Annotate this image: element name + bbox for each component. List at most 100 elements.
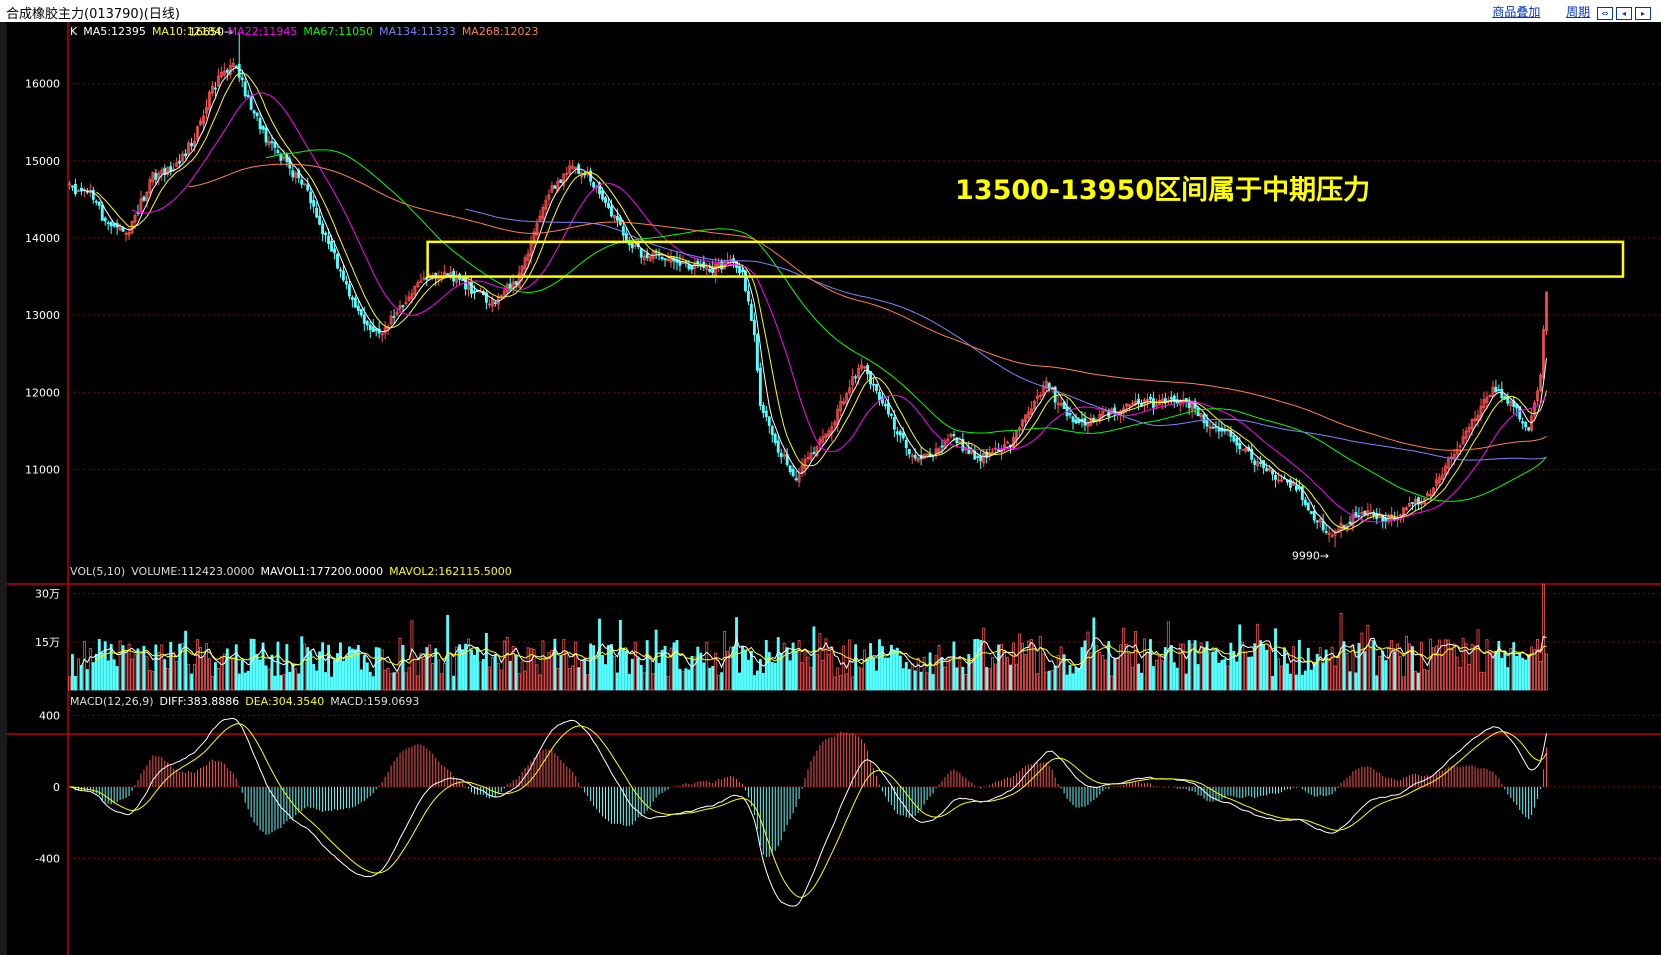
candle-body: [255, 112, 259, 117]
candle-body: [252, 110, 256, 114]
volume-bar: [878, 639, 881, 691]
candle-body: [166, 167, 170, 175]
volume-bar: [1026, 640, 1030, 691]
volume-bar: [988, 668, 992, 691]
volume-bar: [455, 646, 459, 691]
volume-bar: [267, 668, 271, 691]
volume-bar: [758, 659, 762, 691]
volume-bar: [1235, 661, 1239, 691]
volume-bar: [883, 657, 887, 691]
candle-body: [318, 215, 322, 225]
volume-bar: [657, 663, 661, 691]
volume-bar: [1399, 656, 1403, 691]
volume-bar: [172, 651, 176, 691]
volume-bar: [508, 660, 512, 691]
volume-bar: [1437, 639, 1441, 691]
commodity-overlay-link[interactable]: 商品叠加: [1492, 5, 1541, 19]
legend-item: DIFF:383.8886: [160, 695, 240, 708]
next-icon[interactable]: ▸: [1635, 7, 1651, 20]
candle-body: [1327, 532, 1331, 535]
candle-body: [1149, 396, 1152, 400]
candle-body: [818, 438, 822, 445]
volume-bar: [863, 649, 867, 691]
volume-bar: [1071, 673, 1075, 691]
volume-bar: [1530, 646, 1534, 691]
volume-bar: [193, 663, 197, 691]
macd-lines: [69, 717, 1547, 907]
candle-body: [350, 297, 354, 300]
candle-body: [184, 153, 188, 157]
volume-bar: [82, 640, 86, 691]
volume-bar: [592, 645, 596, 691]
volume-bar: [1318, 647, 1322, 691]
volume-bar: [854, 644, 858, 691]
period-link[interactable]: 周期: [1566, 5, 1591, 19]
volume-bar: [958, 657, 962, 691]
left-scroll-strip[interactable]: [0, 22, 7, 955]
candle-body: [889, 413, 893, 416]
candle-body: [648, 256, 652, 261]
volume-bar: [720, 672, 724, 691]
candle-body: [118, 225, 122, 231]
candle-body: [749, 303, 753, 321]
candle-body: [359, 308, 363, 316]
candle-body: [210, 85, 214, 94]
volume-bar: [1140, 672, 1143, 691]
candle-body: [1521, 421, 1525, 424]
candle-body: [1306, 502, 1310, 511]
stock-chart[interactable]: 11000 12000 13000 14000 15000 16000 15万 30万 -400…: [0, 22, 1661, 955]
price-tick-label: 13000: [25, 309, 60, 322]
volume-bar: [1056, 655, 1060, 691]
volume-bar: [196, 639, 199, 691]
volume-bar: [294, 668, 298, 691]
volume-bar: [368, 671, 372, 691]
candle-body: [106, 222, 110, 225]
candle-body: [264, 127, 268, 143]
volume-bar: [416, 675, 420, 691]
candle-body: [1458, 445, 1462, 448]
legend-item: MA268:12023: [462, 25, 539, 38]
candle-body: [1446, 459, 1450, 469]
volume-bar: [881, 646, 884, 691]
candle-body: [1411, 502, 1414, 504]
volume-bar: [505, 637, 509, 691]
candle-body: [1360, 511, 1364, 515]
volume-bar: [74, 676, 77, 691]
candle-body: [1357, 515, 1361, 517]
volume-bar: [282, 674, 286, 691]
volume-bar: [449, 654, 453, 691]
candle-body: [514, 281, 518, 285]
candlesticks: [68, 33, 1548, 548]
candle-body: [339, 269, 342, 272]
volume-bar: [1154, 659, 1158, 691]
volume-bar: [1068, 664, 1072, 691]
candle-body: [208, 91, 211, 110]
legend-item: K: [70, 25, 78, 38]
volume-bar: [1181, 643, 1185, 691]
prev-icon[interactable]: ◂: [1616, 7, 1632, 20]
restore-icon[interactable]: ⇔: [1597, 7, 1613, 20]
volume-bar: [580, 659, 584, 691]
candle-body: [205, 107, 208, 114]
volume-bar: [1247, 656, 1251, 691]
candle-body: [467, 283, 470, 290]
candle-body: [1470, 419, 1474, 430]
candle-body: [94, 200, 98, 203]
volume-bar: [1250, 656, 1254, 691]
ma268-line: [188, 163, 1547, 451]
volume-bar: [1271, 676, 1274, 691]
volume-bar: [1232, 650, 1236, 691]
kline-legend: K MA5:12395 MA10:12184 MA22:11945 MA67:11050…: [70, 25, 539, 38]
volume-bar: [97, 639, 101, 691]
volume-bar: [502, 640, 506, 691]
candle-body: [872, 383, 875, 386]
candle-body: [109, 221, 113, 227]
volume-bar: [997, 644, 1001, 691]
candle-body: [130, 221, 134, 234]
candle-body: [336, 253, 339, 269]
volume-bar: [624, 650, 628, 691]
candle-body: [1074, 419, 1078, 424]
volume-bar: [1065, 674, 1069, 691]
candle-body: [863, 366, 867, 369]
candle-body: [1202, 414, 1206, 424]
